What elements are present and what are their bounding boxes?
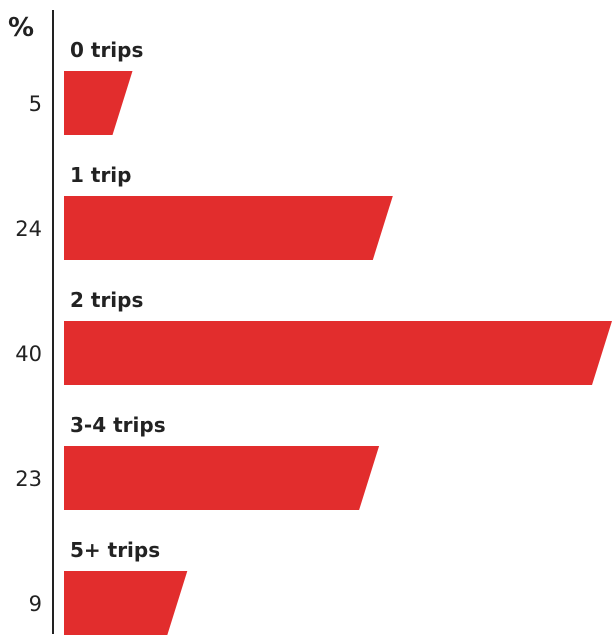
value-label-3-4-trips: 23 <box>15 467 42 491</box>
bar-3-4-trips <box>64 446 380 510</box>
bar-5-trips <box>64 571 188 635</box>
bar-1-trip <box>64 196 393 260</box>
category-label-2-trips: 2 trips <box>70 288 143 312</box>
value-label-2-trips: 40 <box>15 342 42 366</box>
category-label-3-4-trips: 3-4 trips <box>70 413 166 437</box>
value-label-5-trips: 9 <box>29 592 42 616</box>
bars-group: 0 trips 5 1 trip 24 2 trips 40 3-4 trips 23 5+ t… <box>15 38 612 635</box>
unit-label: % <box>8 13 34 43</box>
category-label-1-trip: 1 trip <box>70 163 131 187</box>
category-label-0-trips: 0 trips <box>70 38 143 62</box>
value-label-1-trip: 24 <box>15 217 42 241</box>
value-label-0-trips: 5 <box>29 92 42 116</box>
bar-0-trips <box>64 71 133 135</box>
category-label-5-trips: 5+ trips <box>70 538 160 562</box>
bar-2-trips <box>64 321 612 385</box>
